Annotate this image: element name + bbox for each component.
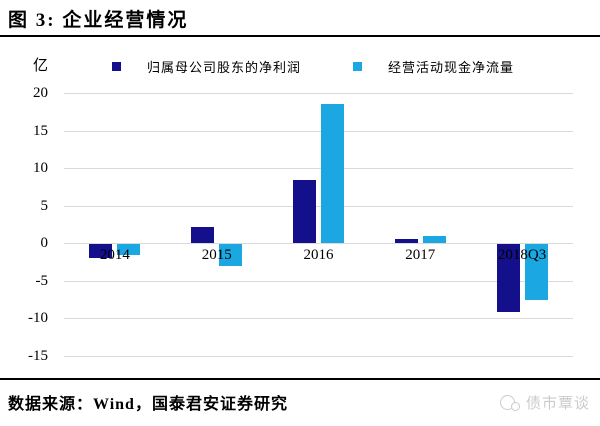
x-axis-category-label: 2017 — [405, 247, 436, 263]
gridline — [64, 280, 573, 282]
bar-2014-series1 — [89, 244, 113, 258]
x-axis-category-label: 2014 — [99, 247, 130, 263]
y-axis-tick-label: -15 — [28, 347, 48, 364]
y-axis-tick-label: 15 — [33, 122, 48, 139]
y-axis-tick-label: -5 — [35, 272, 49, 289]
chart-legend: 归属母公司股东的净利润 经营活动现金净流量 — [0, 0, 600, 80]
data-source-note: 数据来源：Wind，国泰君安证券研究 — [8, 396, 288, 413]
chat-bubbles-icon — [499, 394, 522, 412]
gridline — [64, 205, 573, 207]
bar-2016-series1 — [293, 180, 316, 243]
legend-swatch — [112, 62, 121, 71]
bar-2016-series2 — [321, 104, 344, 243]
bar-2017-series2 — [422, 236, 446, 243]
gridline — [64, 243, 573, 244]
x-axis-category-label: 2018Q3 — [497, 247, 547, 263]
y-axis-tick-label: 5 — [40, 197, 49, 214]
gridline — [64, 318, 573, 319]
title-divider — [0, 35, 600, 37]
y-axis-tick-label: 0 — [40, 235, 49, 251]
figure-title: 图 3: 企业经营情况 — [8, 10, 189, 31]
bar-2017-series1 — [394, 239, 418, 243]
bar-2015-series2 — [219, 244, 243, 266]
x-axis-category-label: 2016 — [303, 247, 334, 263]
watermark: 债市覃谈 — [499, 392, 590, 413]
bar-2018Q3-series1 — [496, 244, 520, 313]
bar-2018Q3-series2 — [524, 244, 548, 300]
gridline — [64, 130, 573, 132]
y-axis-tick-label: 20 — [33, 85, 48, 101]
legend-label: 归属母公司股东的净利润 — [147, 60, 302, 75]
chat-bubble-small — [510, 401, 520, 411]
legend-item: 经营活动现金净流量 — [353, 57, 514, 76]
y-axis-tick-label: -10 — [28, 310, 48, 326]
gridline — [64, 93, 573, 94]
gridline — [64, 355, 573, 357]
bar-2014-series2 — [117, 244, 141, 256]
watermark-text: 债市覃谈 — [525, 396, 590, 412]
gridline — [64, 168, 573, 169]
legend-item: 归属母公司股东的净利润 — [112, 57, 301, 76]
legend-swatch — [353, 62, 362, 71]
legend-label: 经营活动现金净流量 — [388, 60, 515, 75]
bar-2015-series1 — [191, 227, 215, 243]
x-axis-category-label: 2015 — [201, 247, 232, 263]
y-axis-tick-label: 10 — [33, 160, 48, 176]
y-axis-unit-label: 亿 — [33, 58, 49, 74]
footer-divider — [0, 378, 600, 380]
